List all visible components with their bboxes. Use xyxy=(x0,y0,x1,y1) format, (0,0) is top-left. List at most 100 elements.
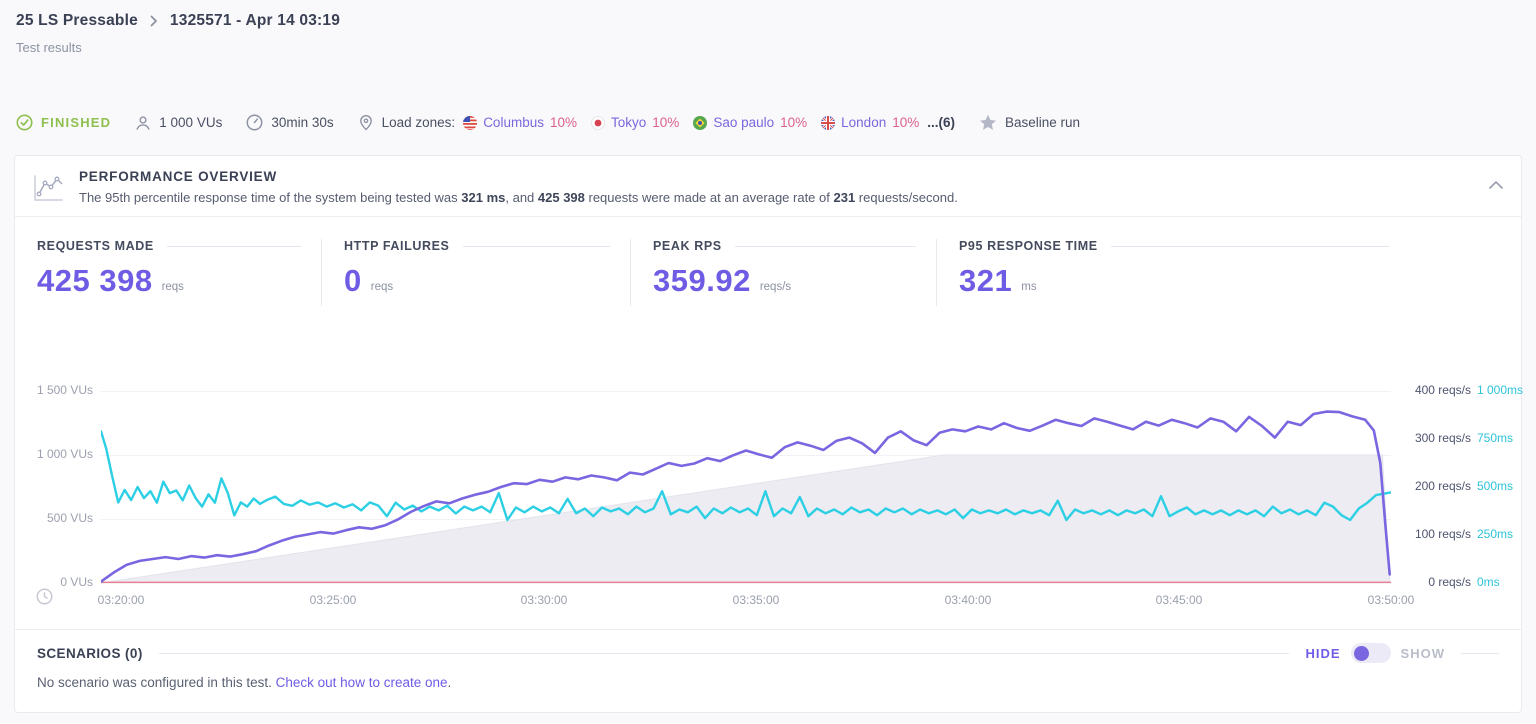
metric-http-failures: HTTP FAILURES 0 reqs xyxy=(321,239,630,306)
status-baseline: Baseline run xyxy=(979,114,1080,131)
user-icon xyxy=(136,115,150,130)
overview-description: The 95th percentile response time of the… xyxy=(79,190,958,205)
period: . xyxy=(447,675,452,690)
y-axis-vus-tick: 0 VUs xyxy=(60,575,93,589)
load-zone-sao-paulo: Sao paulo 10% xyxy=(693,115,807,130)
metric-label: REQUESTS MADE xyxy=(37,239,154,253)
japan-flag-icon xyxy=(591,115,605,130)
scenarios-header: SCENARIOS (0) HIDE SHOW xyxy=(37,643,1499,663)
uk-flag-icon xyxy=(821,115,836,130)
status-finished: FINISHED xyxy=(16,114,111,131)
series-vus xyxy=(101,454,1391,583)
show-label[interactable]: SHOW xyxy=(1400,645,1445,661)
metric-value: 321 xyxy=(959,263,1013,298)
status-vus: 1 000 VUs xyxy=(135,115,222,131)
y-axis-vus-tick: 1 500 VUs xyxy=(36,383,93,397)
metric-label: HTTP FAILURES xyxy=(344,239,450,253)
page-header: 25 LS Pressable 1325571 - Apr 14 03:19 T… xyxy=(16,12,340,55)
load-zone-percent: 10% xyxy=(892,115,920,130)
load-zone-percent: 10% xyxy=(549,115,577,130)
load-zone-name: London xyxy=(841,115,887,130)
divider xyxy=(158,652,1290,654)
x-axis-tick: 03:40:00 xyxy=(944,593,992,607)
metric-p95-response-time: P95 RESPONSE TIME 321 ms xyxy=(936,239,1521,306)
toggle-knob xyxy=(1353,645,1369,661)
metric-value: 359.92 xyxy=(653,263,751,298)
metric-unit: ms xyxy=(1021,281,1037,293)
create-scenario-link[interactable]: Check out how to create one xyxy=(275,675,448,690)
location-pin-icon xyxy=(359,115,372,131)
brazil-flag-icon xyxy=(693,115,708,130)
load-zone-percent: 10% xyxy=(780,115,808,130)
x-axis-tick: 03:35:00 xyxy=(732,593,780,607)
metric-unit: reqs/s xyxy=(759,281,792,293)
status-duration-label: 30min 30s xyxy=(271,115,334,130)
divider xyxy=(1461,652,1499,654)
performance-chart: 1 500 VUs 1 000 VUs 500 VUs 0 VUs 400 re… xyxy=(15,376,1523,628)
hide-label[interactable]: HIDE xyxy=(1305,645,1341,661)
load-zone-london: London 10% xyxy=(821,115,919,130)
performance-overview-card: PERFORMANCE OVERVIEW The 95th percentile… xyxy=(14,155,1523,713)
load-zones-list: Columbus 10% Tokyo 10% Sao paulo 10% Lon… xyxy=(463,115,955,130)
breadcrumb-chevron-icon xyxy=(150,15,157,27)
metrics-row: REQUESTS MADE 425 398 reqs HTTP FAILURES … xyxy=(15,217,1521,312)
y-axis-right-tick: 200 reqs/s 500ms xyxy=(1414,479,1514,493)
status-load-zones: Load zones: Columbus 10% Tokyo 10% Sao p… xyxy=(358,114,955,131)
load-zone-name: Tokyo xyxy=(611,115,647,130)
load-zone-tokyo: Tokyo 10% xyxy=(591,115,679,130)
x-axis-tick: 03:50:00 xyxy=(1367,593,1415,607)
load-zone-columbus: Columbus 10% xyxy=(463,115,577,130)
divider xyxy=(734,245,916,247)
y-axis-right-tick: 300 reqs/s 750ms xyxy=(1414,431,1514,445)
y-axis-vus-tick: 500 VUs xyxy=(46,511,93,525)
metric-unit: reqs xyxy=(161,281,184,293)
x-axis-tick: 03:20:00 xyxy=(97,593,145,607)
check-circle-icon xyxy=(16,114,33,131)
series-response-time-p95-ms- xyxy=(101,430,1391,522)
metric-label: PEAK RPS xyxy=(653,239,722,253)
scenarios-empty-message: No scenario was configured in this test.… xyxy=(37,675,1499,690)
status-vus-label: 1 000 VUs xyxy=(159,115,223,130)
overview-title: PERFORMANCE OVERVIEW xyxy=(79,169,278,184)
chart-plot-area[interactable] xyxy=(101,391,1391,583)
hide-show-toggle[interactable] xyxy=(1350,643,1391,663)
metric-peak-rps: PEAK RPS 359.92 reqs/s xyxy=(630,239,936,306)
chevron-up-icon xyxy=(1489,181,1503,189)
load-zone-name: Sao paulo xyxy=(713,115,775,130)
line-chart-icon xyxy=(34,175,63,201)
load-zone-name: Columbus xyxy=(483,115,544,130)
breadcrumb-run-title: 1325571 - Apr 14 03:19 xyxy=(169,12,341,29)
metric-label: P95 RESPONSE TIME xyxy=(959,239,1098,253)
metric-value: 0 xyxy=(344,263,362,298)
divider xyxy=(166,245,301,247)
divider xyxy=(1110,245,1389,247)
gridline xyxy=(101,455,1391,456)
scenarios-title: SCENARIOS (0) xyxy=(37,645,143,661)
metric-requests-made: REQUESTS MADE 425 398 reqs xyxy=(15,239,321,306)
baseline-run-label: Baseline run xyxy=(1005,115,1081,130)
star-icon xyxy=(980,114,997,130)
us-flag-icon xyxy=(463,115,478,130)
clock-icon xyxy=(36,588,53,605)
gridline xyxy=(101,391,1391,392)
page-subtitle: Test results xyxy=(16,40,82,55)
divider xyxy=(462,245,610,247)
empty-text: No scenario was configured in this test. xyxy=(37,675,272,690)
status-duration: 30min 30s xyxy=(246,114,334,131)
breadcrumb: 25 LS Pressable 1325571 - Apr 14 03:19 xyxy=(16,12,340,30)
collapse-panel-button[interactable] xyxy=(1489,177,1503,192)
metric-value: 425 398 xyxy=(37,263,153,298)
load-zones-more: ...(6) xyxy=(927,115,956,130)
y-axis-right-tick: 100 reqs/s 250ms xyxy=(1414,527,1514,541)
overview-header: PERFORMANCE OVERVIEW The 95th percentile… xyxy=(15,156,1521,217)
load-zone-percent: 10% xyxy=(652,115,680,130)
load-zones-label: Load zones: xyxy=(381,115,456,130)
breadcrumb-project-link[interactable]: 25 LS Pressable xyxy=(16,12,138,29)
scenarios-section: SCENARIOS (0) HIDE SHOW No scenario was … xyxy=(15,629,1521,712)
y-axis-right-tick: 0 reqs/s 0ms xyxy=(1428,575,1500,589)
x-axis-tick: 03:45:00 xyxy=(1155,593,1203,607)
x-axis-tick: 03:30:00 xyxy=(520,593,568,607)
x-axis-tick: 03:25:00 xyxy=(309,593,357,607)
timer-icon xyxy=(246,114,263,131)
